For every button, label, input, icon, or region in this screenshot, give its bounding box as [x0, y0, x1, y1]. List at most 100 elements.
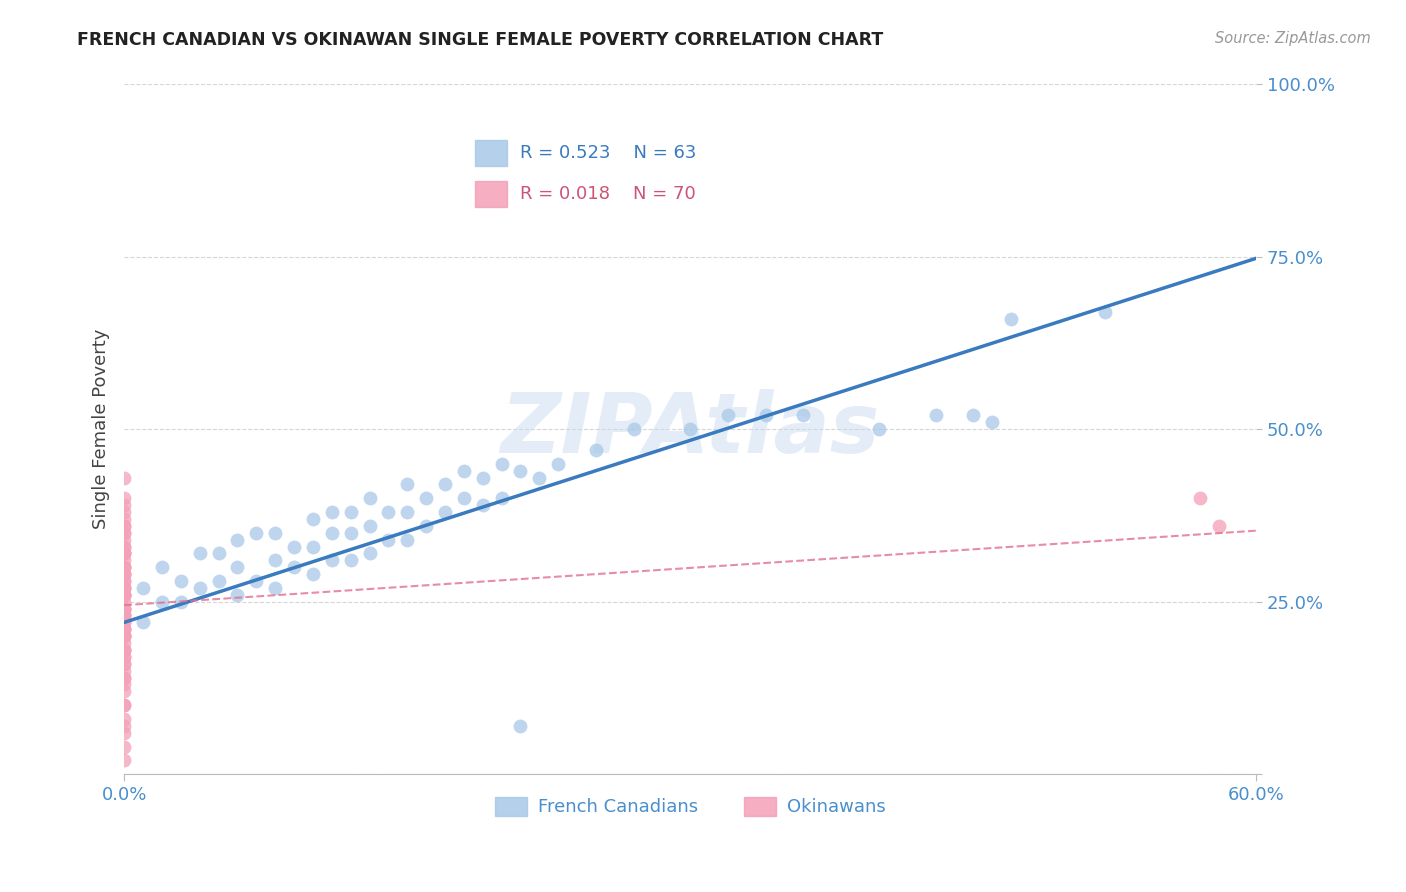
Point — [112, 753, 135, 767]
Point — [415, 519, 437, 533]
Point — [264, 553, 287, 567]
Point — [112, 698, 135, 713]
Point — [112, 615, 135, 630]
Point — [112, 567, 135, 582]
Point — [359, 491, 381, 506]
Text: Source: ZipAtlas.com: Source: ZipAtlas.com — [1215, 31, 1371, 46]
Point — [112, 540, 135, 554]
Point — [924, 409, 946, 423]
Text: FRENCH CANADIAN VS OKINAWAN SINGLE FEMALE POVERTY CORRELATION CHART: FRENCH CANADIAN VS OKINAWAN SINGLE FEMAL… — [77, 31, 883, 49]
Point — [453, 464, 475, 478]
Point — [529, 470, 551, 484]
Point — [112, 567, 135, 582]
Point — [339, 553, 361, 567]
Point — [359, 519, 381, 533]
Point — [245, 525, 267, 540]
Point — [112, 643, 135, 657]
Point — [112, 671, 135, 685]
Point — [112, 739, 135, 754]
Point — [396, 505, 419, 519]
Point — [112, 657, 135, 671]
Y-axis label: Single Female Poverty: Single Female Poverty — [93, 329, 110, 530]
Point — [321, 525, 343, 540]
Point — [112, 608, 135, 623]
Text: R = 0.018    N = 70: R = 0.018 N = 70 — [520, 186, 696, 203]
Point — [112, 560, 135, 574]
Text: R = 0.523    N = 63: R = 0.523 N = 63 — [520, 144, 697, 161]
Point — [112, 601, 135, 615]
Point — [112, 546, 135, 560]
Point — [112, 622, 135, 636]
Point — [226, 533, 249, 547]
Point — [792, 409, 814, 423]
Point — [112, 622, 135, 636]
Point — [112, 525, 135, 540]
Point — [112, 615, 135, 630]
Point — [112, 664, 135, 678]
Point — [112, 560, 135, 574]
Legend: French Canadians, Okinawans: French Canadians, Okinawans — [488, 790, 893, 823]
Point — [112, 519, 135, 533]
Point — [112, 567, 135, 582]
Point — [264, 525, 287, 540]
Point — [112, 608, 135, 623]
Point — [150, 560, 173, 574]
Point — [112, 595, 135, 609]
Point — [112, 608, 135, 623]
Point — [112, 629, 135, 643]
Point — [1094, 305, 1116, 319]
Point — [339, 505, 361, 519]
Point — [112, 505, 135, 519]
Point — [491, 491, 513, 506]
Point — [321, 553, 343, 567]
Point — [112, 574, 135, 588]
Point — [112, 533, 135, 547]
Point — [112, 588, 135, 602]
Point — [112, 601, 135, 615]
Point — [377, 533, 399, 547]
Point — [112, 643, 135, 657]
Point — [112, 546, 135, 560]
Point — [112, 519, 135, 533]
Point — [112, 470, 135, 484]
Point — [112, 622, 135, 636]
Point — [283, 560, 305, 574]
Point — [302, 540, 325, 554]
Point — [112, 601, 135, 615]
Point — [112, 491, 135, 506]
Point — [264, 581, 287, 595]
Point — [170, 595, 193, 609]
Point — [112, 512, 135, 526]
Point — [112, 677, 135, 691]
Bar — [475, 140, 508, 166]
Point — [245, 574, 267, 588]
Point — [679, 422, 702, 436]
Point — [112, 725, 135, 739]
Point — [112, 712, 135, 726]
Point — [547, 457, 569, 471]
Point — [112, 643, 135, 657]
Point — [112, 560, 135, 574]
Point — [1188, 491, 1211, 506]
Point — [112, 588, 135, 602]
Bar — [458, 122, 797, 222]
Point — [755, 409, 778, 423]
Point — [585, 442, 607, 457]
Point — [112, 581, 135, 595]
Point — [415, 491, 437, 506]
Point — [188, 581, 211, 595]
Point — [112, 671, 135, 685]
Point — [112, 649, 135, 664]
Point — [112, 588, 135, 602]
Point — [283, 540, 305, 554]
Point — [112, 498, 135, 512]
Point — [226, 588, 249, 602]
Point — [962, 409, 984, 423]
Point — [509, 464, 531, 478]
Point — [188, 546, 211, 560]
Point — [112, 588, 135, 602]
Point — [359, 546, 381, 560]
Point — [396, 533, 419, 547]
Point — [509, 719, 531, 733]
Point — [207, 546, 229, 560]
